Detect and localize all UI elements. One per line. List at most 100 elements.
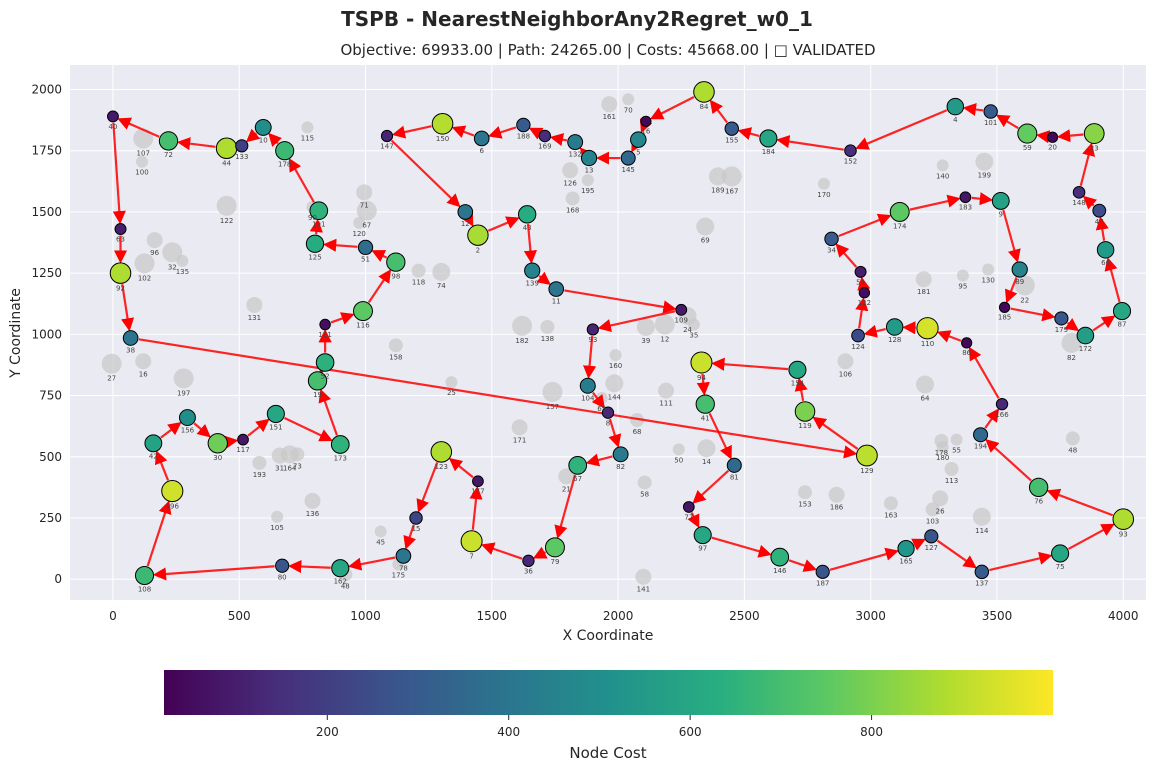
node-label: 69: [701, 237, 710, 245]
tour-edge: [193, 422, 211, 438]
colorbar-tick-label: 200: [316, 725, 339, 739]
node-label: 114: [975, 527, 989, 535]
selected-node: [522, 554, 535, 567]
selected-node: [472, 475, 484, 488]
tour-edge: [855, 109, 948, 150]
tour-edge: [323, 238, 358, 252]
node-label: 77: [684, 513, 693, 521]
selected-node: [315, 353, 335, 372]
selected-node: [824, 231, 839, 247]
node-label: 21: [562, 485, 571, 493]
tour-edge: [709, 99, 728, 124]
unselected-node: [925, 502, 940, 517]
unselected-node: [353, 216, 366, 229]
node-label: 186: [830, 504, 844, 512]
node-label: 15: [412, 525, 421, 533]
selected-nodes: [107, 81, 1135, 586]
unselected-node: [817, 177, 830, 190]
node-label: 109: [675, 316, 688, 324]
tour-edge: [1079, 142, 1096, 187]
node-label: 86: [962, 349, 971, 357]
tour-edge: [469, 485, 483, 530]
y-tick-label: 750: [39, 389, 62, 403]
node-label: 123: [435, 463, 448, 471]
node-label: 38: [126, 346, 135, 354]
tour-edge: [564, 289, 677, 314]
node-label: 51: [361, 256, 370, 264]
x-tick-label: 500: [228, 609, 251, 623]
tour-edge: [1092, 315, 1116, 332]
node-label: 63: [116, 236, 125, 244]
unselected-node: [540, 319, 555, 334]
tour-edge: [371, 250, 388, 262]
node-label: 31: [275, 465, 284, 473]
tour-edge: [403, 524, 416, 550]
tour-edge: [549, 133, 568, 147]
node-label: 98: [391, 272, 400, 280]
node-label: 20: [1048, 143, 1057, 151]
tour-edge: [146, 500, 172, 567]
unselected-node: [636, 317, 655, 336]
tour-edge: [1002, 209, 1021, 263]
tour-edge: [1036, 130, 1051, 144]
selected-node: [109, 262, 132, 284]
unselected-node: [915, 271, 932, 288]
selected-node: [693, 81, 715, 103]
chart-subtitle: Objective: 69933.00 | Path: 24265.00 | C…: [340, 41, 875, 59]
node-label: 39: [641, 337, 650, 345]
node-label: 40: [108, 123, 117, 131]
tour-edge: [245, 128, 261, 143]
selected-node: [856, 444, 878, 467]
selected-node: [548, 281, 565, 297]
colorbar-ticks: 200 400 600 800: [316, 715, 883, 739]
node-label: 138: [541, 335, 554, 343]
unselected-node: [432, 262, 451, 281]
node-label: 148: [1072, 199, 1085, 207]
node-label: 117: [236, 446, 249, 454]
node-label: 189: [711, 186, 724, 194]
tour-edge: [597, 310, 676, 332]
x-axis-label: X Coordinate: [563, 628, 654, 644]
selected-node: [788, 360, 807, 379]
node-label: 180: [936, 454, 949, 462]
selected-node: [815, 564, 830, 579]
node-label: 41: [701, 414, 710, 422]
node-label: 175: [392, 571, 405, 579]
tour-edge: [1095, 216, 1109, 241]
selected-node: [612, 446, 629, 463]
tour-edge: [390, 139, 461, 208]
node-label: 16: [139, 370, 148, 378]
unselected-node: [565, 191, 580, 206]
node-label: 151: [269, 423, 282, 431]
unselected-node: [271, 510, 284, 523]
node-label: 32: [168, 263, 177, 271]
tour-edge: [687, 512, 700, 529]
unselected-node: [1014, 275, 1035, 296]
node-label: 52: [321, 372, 330, 380]
unselected-node: [512, 315, 533, 336]
tour-edge: [583, 335, 597, 379]
unselected-node: [511, 419, 528, 436]
node-label: 121: [318, 331, 331, 339]
node-label: 164: [283, 464, 297, 472]
node-label: 139: [526, 279, 539, 287]
colorbar-label: Node Cost: [569, 744, 646, 762]
node-label: 120: [353, 230, 366, 238]
tour-edge: [1067, 523, 1115, 550]
grid-lines: [70, 65, 1146, 600]
selected-node: [237, 433, 249, 446]
node-label: 171: [513, 436, 526, 444]
unselected-node: [581, 174, 594, 187]
node-label: 128: [888, 336, 901, 344]
node-label: 179: [1055, 326, 1068, 334]
node-label: 137: [975, 580, 988, 588]
node-label: 76: [1034, 498, 1043, 506]
node-label: 146: [773, 567, 787, 575]
unselected-node: [635, 568, 652, 585]
tour-edge: [121, 284, 135, 332]
node-label: 5: [636, 148, 640, 156]
x-tick-label: 4000: [1108, 609, 1139, 623]
tour-edge: [911, 538, 926, 551]
tour-edge: [692, 469, 730, 504]
node-label: 75: [1056, 563, 1065, 571]
